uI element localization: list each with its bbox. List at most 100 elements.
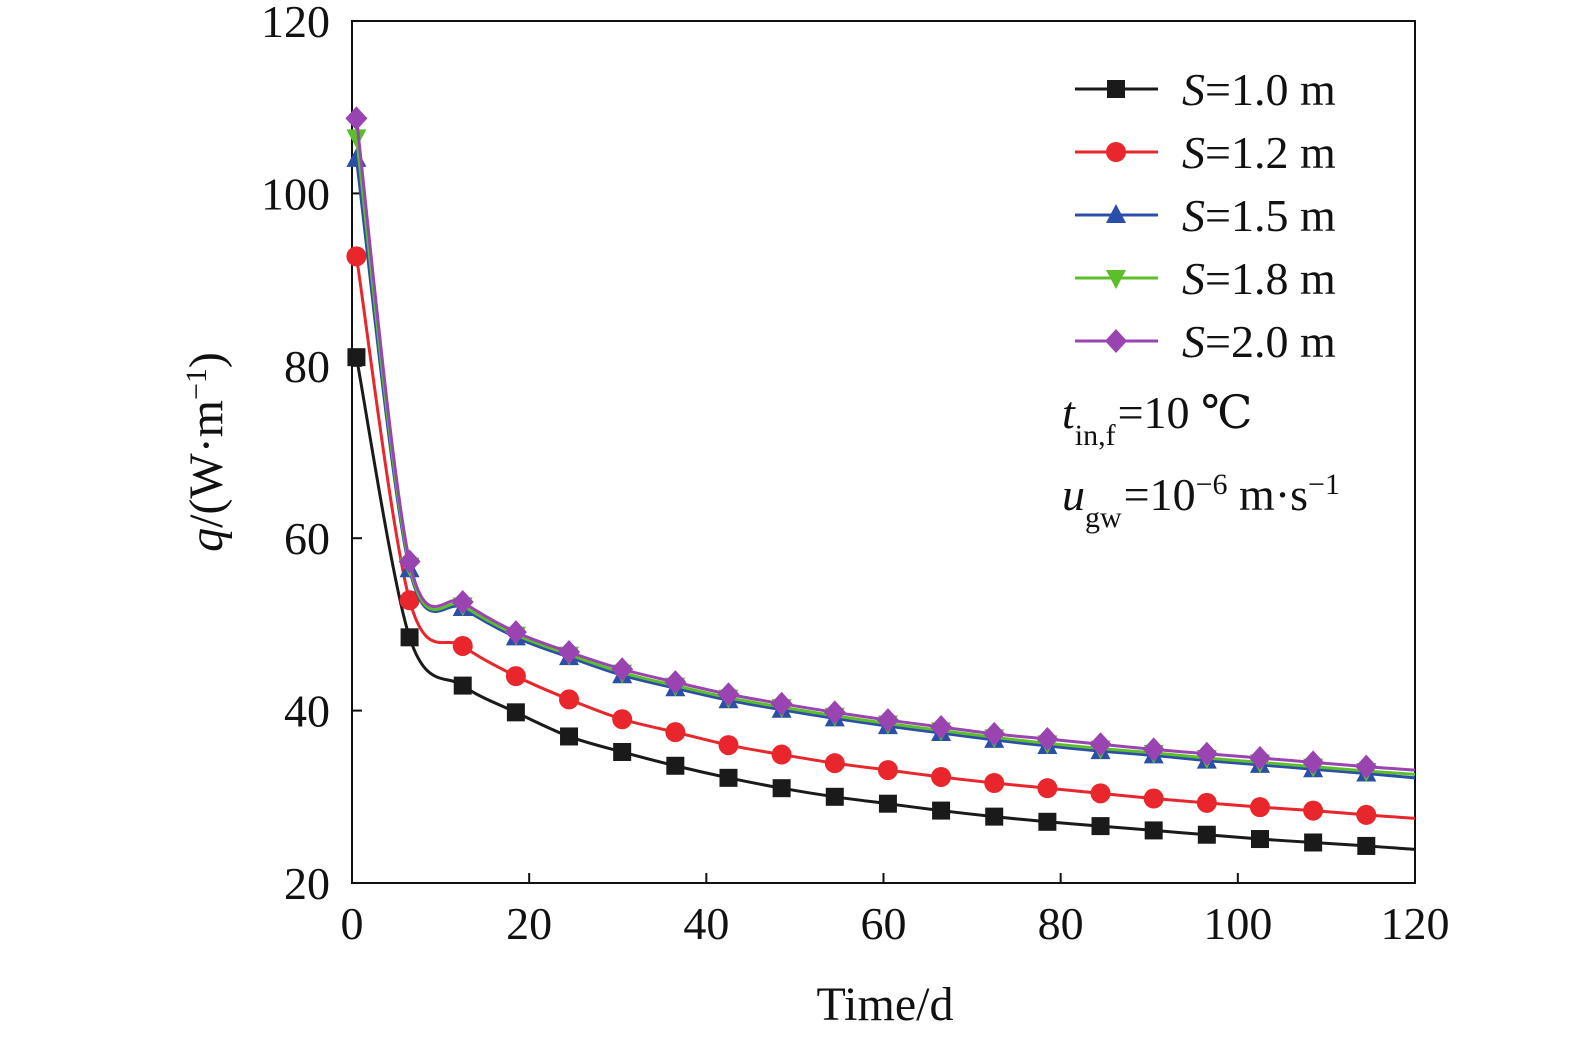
data-point <box>345 106 368 131</box>
data-point <box>1036 727 1059 752</box>
legend-var: S <box>1182 190 1205 241</box>
legend-label: S=1.2 m <box>1182 127 1336 178</box>
x-axis-title: Time/d <box>817 978 954 1031</box>
data-point <box>1303 800 1324 821</box>
data-point <box>1090 783 1111 804</box>
data-point <box>665 722 686 743</box>
legend-label: S=1.5 m <box>1182 190 1336 241</box>
data-point <box>664 670 687 695</box>
x-tick-label: 20 <box>506 898 552 949</box>
data-point <box>346 246 367 267</box>
data-point <box>1089 732 1112 757</box>
legend-var: S <box>1182 316 1205 367</box>
legend-var: S <box>1182 127 1205 178</box>
data-point <box>560 727 579 746</box>
series-3 <box>346 147 1416 782</box>
data-point <box>1195 741 1218 766</box>
data-point <box>1302 750 1325 775</box>
data-point <box>346 129 367 149</box>
data-point <box>452 635 473 656</box>
data-point <box>399 590 420 611</box>
data-point <box>453 676 472 695</box>
data-point <box>984 773 1005 794</box>
data-point <box>932 801 951 820</box>
series-5 <box>345 106 1416 779</box>
legend-marker <box>1106 204 1126 223</box>
data-point <box>877 760 898 781</box>
data-point <box>1037 778 1058 799</box>
y-tick-label: 20 <box>284 858 330 909</box>
data-point <box>1355 754 1378 779</box>
y-axis-unit: /(W·m <box>180 400 233 528</box>
data-point <box>613 742 632 761</box>
data-point <box>931 766 952 787</box>
legend-marker <box>1106 270 1126 289</box>
annotation-var: t <box>1062 387 1076 438</box>
data-point <box>666 756 685 775</box>
x-tick-label: 60 <box>861 898 907 949</box>
y-tick-label: 120 <box>261 0 330 47</box>
legend-label: S=2.0 m <box>1182 316 1336 367</box>
data-point <box>1357 836 1376 855</box>
annotation-value: =10 ℃ <box>1118 387 1253 438</box>
data-point <box>1304 833 1323 852</box>
legend-item: S=2.0 m <box>1075 316 1336 367</box>
annotation-groundwater-velocity: ugw=10−6 m·s−1 <box>1062 468 1340 534</box>
data-point <box>985 807 1004 826</box>
legend-marker <box>1105 329 1127 353</box>
annotation-sub: gw <box>1085 501 1122 534</box>
legend-item: S=1.0 m <box>1075 64 1336 115</box>
x-tick-label: 80 <box>1038 898 1084 949</box>
x-tick-label: 100 <box>1203 898 1272 949</box>
y-tick-label: 100 <box>261 168 330 219</box>
data-point <box>771 744 792 765</box>
legend-marker <box>1106 142 1126 162</box>
legend-var: S <box>1182 64 1205 115</box>
y-axis-unit-close: ) <box>180 352 233 368</box>
data-point <box>717 682 740 707</box>
data-point <box>1091 817 1110 836</box>
legend-value: =1.0 m <box>1205 64 1336 115</box>
data-point <box>983 721 1006 746</box>
data-point <box>878 794 897 813</box>
data-point <box>612 709 633 730</box>
series-layer <box>345 106 1416 855</box>
data-point <box>346 147 367 167</box>
data-point <box>559 689 580 710</box>
annotation-unit: m·s <box>1228 469 1309 520</box>
y-axis-title: q/(W·m−1) <box>180 352 234 552</box>
legend-var: S <box>1182 253 1205 304</box>
series-line <box>354 356 1416 851</box>
data-point <box>1197 825 1216 844</box>
data-point <box>1143 788 1164 809</box>
data-point <box>876 708 899 733</box>
data-point <box>451 589 474 614</box>
annotation-sub: in,f <box>1075 419 1116 452</box>
data-point <box>1250 830 1269 849</box>
legend: S=1.0 mS=1.2 mS=1.5 mS=1.8 mS=2.0 m <box>1075 64 1336 367</box>
data-point <box>504 620 527 645</box>
annotation-unit-exp: −1 <box>1308 468 1340 501</box>
data-point <box>1356 804 1377 825</box>
y-axis-var: q <box>180 528 233 552</box>
legend-value: =1.8 m <box>1205 253 1336 304</box>
data-point <box>1196 792 1217 813</box>
data-point <box>400 628 419 647</box>
legend-value: =1.2 m <box>1205 127 1336 178</box>
legend-value: =1.5 m <box>1205 190 1336 241</box>
data-point <box>1142 737 1165 762</box>
data-point <box>611 657 634 682</box>
legend-label: S=1.8 m <box>1182 253 1336 304</box>
data-point <box>1249 797 1270 818</box>
annotation-exp: −6 <box>1196 468 1228 501</box>
data-point <box>1144 821 1163 840</box>
x-tick-label: 0 <box>341 898 364 949</box>
data-point <box>558 639 581 664</box>
annotation-var: u <box>1062 469 1085 520</box>
y-tick-label: 40 <box>284 686 330 737</box>
data-point <box>1248 746 1271 771</box>
data-point <box>930 714 953 739</box>
series-2 <box>346 246 1416 825</box>
